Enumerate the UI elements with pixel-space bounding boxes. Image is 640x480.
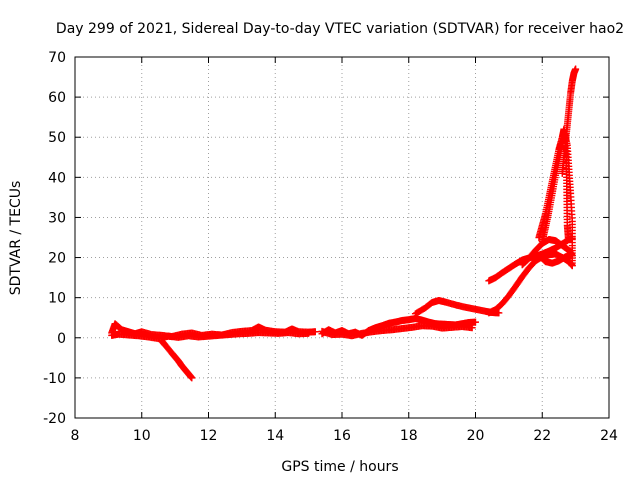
data-point (305, 329, 313, 337)
chart-title: Day 299 of 2021, Sidereal Day-to-day VTE… (56, 21, 624, 37)
y-tick-label: 50 (48, 130, 66, 146)
series-mid-lower (318, 322, 476, 340)
y-tick-label: 10 (48, 291, 66, 307)
x-axis-label: GPS time / hours (281, 459, 398, 475)
x-tick-label: 8 (71, 428, 80, 444)
axis-ticks: 8 10 12 14 16 18 20 22 24 -20 -10 0 10 20 30 40 50 60 70 (43, 50, 618, 444)
x-tick-label: 16 (333, 428, 351, 444)
data-point (535, 252, 543, 260)
x-tick-label: 12 (200, 428, 218, 444)
x-tick-label: 22 (533, 428, 551, 444)
data-point (536, 252, 544, 260)
x-tick-label: 14 (266, 428, 284, 444)
y-tick-label: 30 (48, 210, 66, 226)
data-point (311, 328, 319, 336)
y-tick-label: 20 (48, 251, 66, 267)
y-tick-label: 40 (48, 170, 66, 186)
data-point (564, 234, 572, 241)
y-axis-label: SDTVAR / TECUs (8, 181, 24, 296)
data-point (468, 324, 476, 332)
data-point (495, 309, 503, 317)
grid (75, 57, 609, 418)
x-tick-label: 24 (600, 428, 618, 444)
x-tick-label: 20 (467, 428, 485, 444)
data-point (188, 374, 196, 382)
series-early-lower (108, 329, 313, 343)
x-tick-label: 10 (133, 428, 151, 444)
y-tick-label: -20 (43, 411, 66, 427)
data-point (572, 65, 580, 73)
y-tick-label: 60 (48, 90, 66, 106)
y-tick-label: 0 (57, 331, 66, 347)
y-tick-label: 70 (48, 50, 66, 66)
y-tick-label: -10 (43, 371, 66, 387)
data-point (472, 318, 479, 326)
series-negative-drop (158, 337, 196, 382)
plot-frame (74, 56, 610, 419)
data-points (108, 65, 580, 382)
data-point (568, 262, 576, 270)
x-tick-label: 18 (400, 428, 418, 444)
series-spike-three (558, 65, 580, 177)
